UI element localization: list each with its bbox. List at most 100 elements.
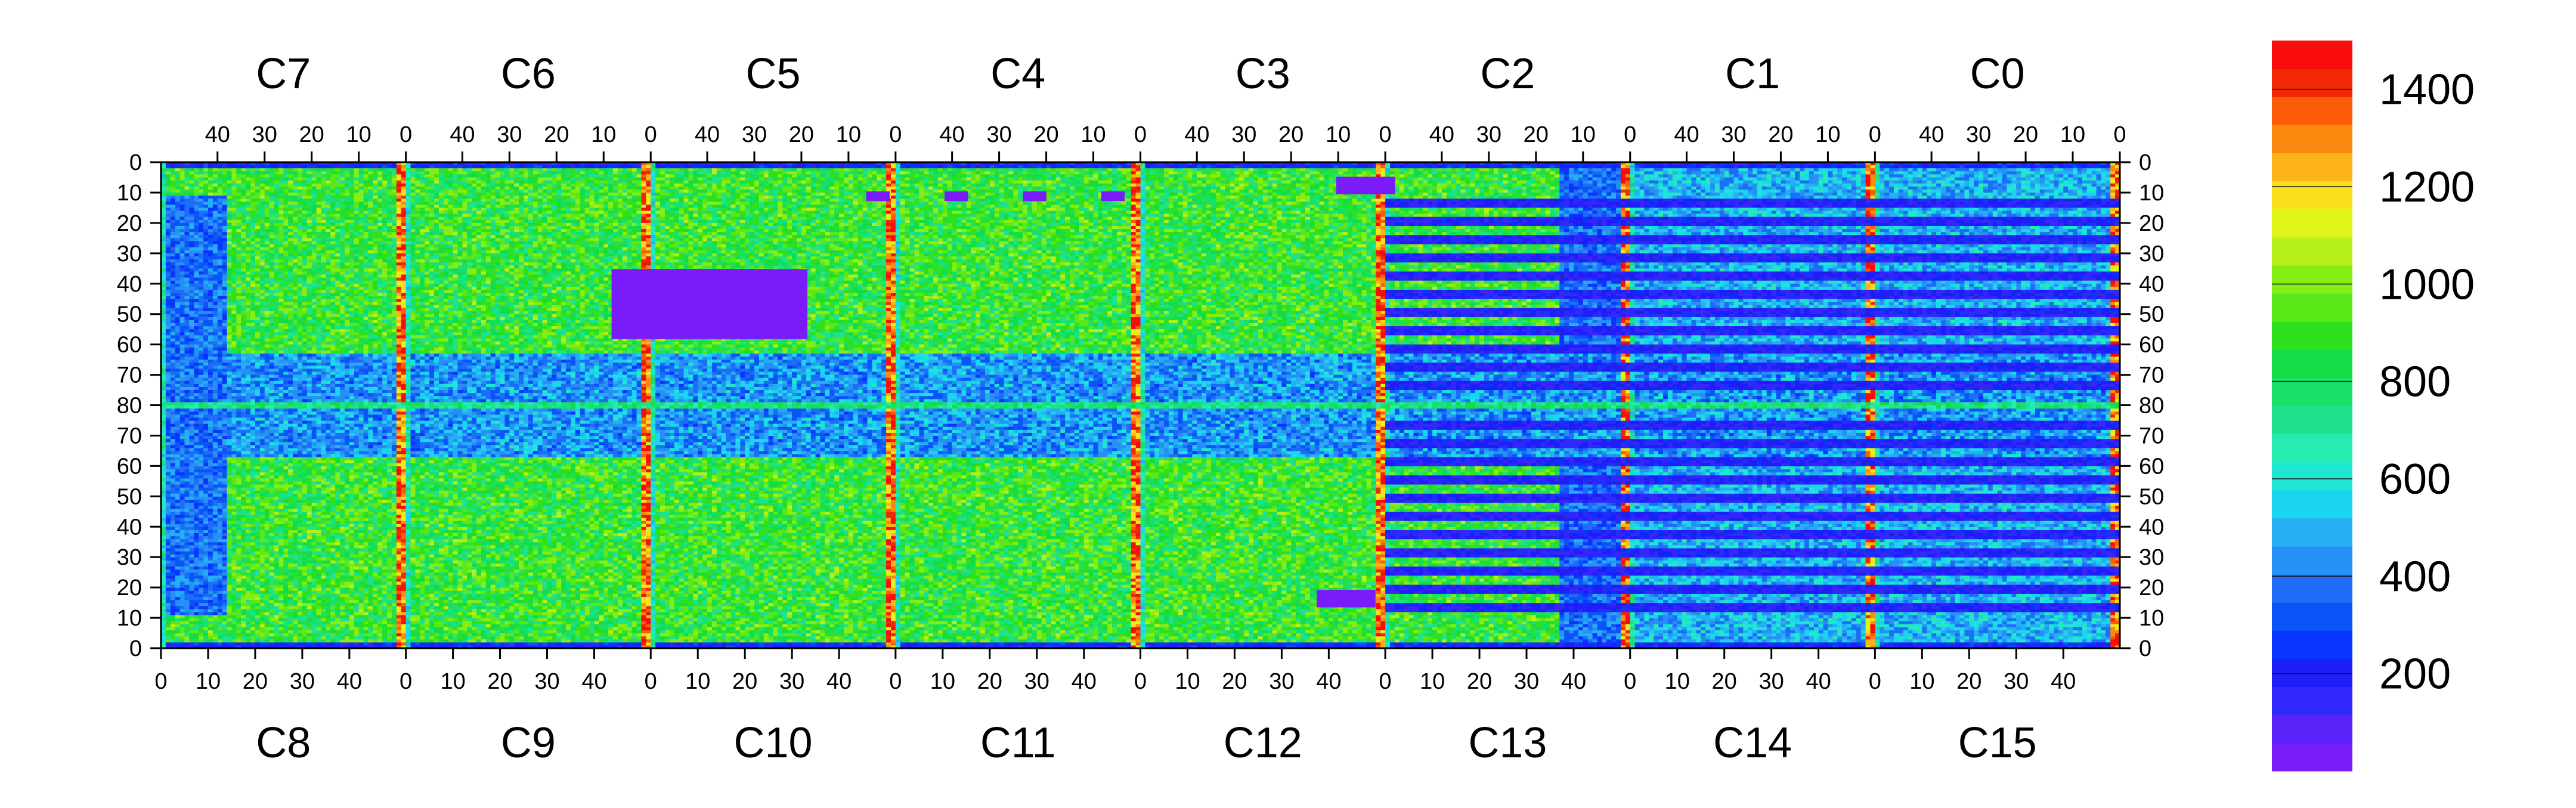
colorbar-segment (2272, 125, 2352, 153)
bottom-tick-label: 40 (1316, 669, 1341, 694)
bottom-tick-label: 10 (930, 669, 955, 694)
top-tick-label: 10 (836, 122, 861, 147)
top-tick-label: 0 (1379, 122, 1392, 147)
colorbar-segment (2272, 490, 2352, 519)
top-tick-label: 10 (1571, 122, 1596, 147)
colorbar-tick-label: 400 (2379, 553, 2451, 600)
colorbar-segment (2272, 546, 2352, 575)
top-tick-label: 0 (2113, 122, 2126, 147)
bottom-tick-label: 10 (1665, 669, 1690, 694)
top-chip-label: C0 (1970, 50, 2025, 98)
left-tick-label: 20 (117, 575, 142, 600)
bottom-tick-label: 10 (440, 669, 465, 694)
colorbar-segment (2272, 462, 2352, 491)
top-tick-label: 10 (1326, 122, 1351, 147)
left-tick-label: 70 (117, 363, 142, 388)
top-tick-label: 20 (1524, 122, 1549, 147)
left-tick-label: 60 (117, 454, 142, 479)
bottom-tick-label: 0 (154, 669, 167, 694)
right-tick-label: 0 (2139, 636, 2151, 661)
colorbar-segment (2272, 41, 2352, 69)
right-tick-label: 70 (2139, 363, 2164, 388)
bottom-chip-label: C12 (1224, 719, 1302, 767)
top-tick-label: 20 (2013, 122, 2038, 147)
colorbar-tick-label: 1400 (2379, 66, 2475, 114)
colorbar-segment (2272, 153, 2352, 181)
bottom-tick-label: 30 (1514, 669, 1539, 694)
top-tick-label: 20 (299, 122, 324, 147)
top-tick-label: 0 (1869, 122, 1881, 147)
bottom-tick-label: 30 (290, 669, 315, 694)
right-tick-label: 10 (2139, 181, 2164, 206)
top-tick-label: 0 (1624, 122, 1636, 147)
right-tick-label: 0 (2139, 150, 2151, 175)
bottom-chip-label: C8 (256, 719, 311, 767)
left-tick-label: 0 (129, 150, 142, 175)
top-tick-label: 20 (1278, 122, 1304, 147)
bottom-tick-label: 20 (977, 669, 1002, 694)
top-tick-label: 30 (1966, 122, 1991, 147)
bottom-chip-label: C11 (980, 719, 1056, 767)
colorbar-segment (2272, 574, 2352, 603)
top-tick-label: 10 (346, 122, 371, 147)
top-chip-label: C3 (1236, 50, 1290, 98)
bottom-tick-label: 10 (1909, 669, 1934, 694)
bottom-chip-label: C15 (1958, 719, 2037, 767)
top-chip-label: C4 (990, 50, 1045, 98)
top-tick-label: 30 (1231, 122, 1256, 147)
colorbar-segment (2272, 659, 2352, 688)
bottom-tick-label: 30 (1759, 669, 1784, 694)
pad-block (945, 191, 968, 201)
top-tick-label: 20 (1033, 122, 1058, 147)
left-tick-label: 40 (117, 272, 142, 297)
bottom-tick-label: 40 (1072, 669, 1097, 694)
left-tick-label: 10 (117, 181, 142, 206)
left-tick-label: 30 (117, 545, 142, 570)
left-tick-label: 20 (117, 211, 142, 236)
heatmap-cells (161, 162, 2120, 649)
top-chip-label: C5 (746, 50, 801, 98)
top-tick-label: 20 (789, 122, 814, 147)
left-tick-label: 70 (117, 423, 142, 448)
bottom-tick-label: 20 (1222, 669, 1247, 694)
right-tick-label: 20 (2139, 211, 2164, 236)
top-tick-label: 10 (1815, 122, 1840, 147)
colorbar-segment (2272, 237, 2352, 266)
bottom-tick-label: 40 (2051, 669, 2076, 694)
pad-block (866, 191, 890, 201)
bottom-tick-label: 30 (2004, 669, 2029, 694)
top-tick-label: 40 (939, 122, 964, 147)
bottom-tick-label: 20 (487, 669, 512, 694)
right-tick-label: 40 (2139, 272, 2164, 297)
bottom-tick-label: 20 (1956, 669, 1981, 694)
bottom-chip-label: C13 (1468, 719, 1547, 767)
bottom-tick-label: 10 (685, 669, 710, 694)
bottom-tick-label: 0 (400, 669, 412, 694)
colorbar-segment (2272, 434, 2352, 463)
colorbar-segment (2272, 377, 2352, 406)
left-tick-label: 40 (117, 515, 142, 540)
right-tick-label: 30 (2139, 545, 2164, 570)
bottom-tick-label: 0 (1869, 669, 1881, 694)
top-tick-label: 10 (591, 122, 616, 147)
top-tick-label: 0 (400, 122, 412, 147)
top-chip-label: C1 (1725, 50, 1780, 98)
colorbar-segment (2272, 715, 2352, 744)
colorbar-segment (2272, 349, 2352, 378)
pad-block (1023, 191, 1046, 201)
bottom-tick-label: 40 (581, 669, 606, 694)
top-tick-label: 20 (544, 122, 569, 147)
top-tick-label: 30 (1721, 122, 1746, 147)
bottom-tick-label: 20 (243, 669, 268, 694)
bottom-tick-label: 0 (645, 669, 657, 694)
top-tick-label: 0 (889, 122, 902, 147)
colorbar-segment (2272, 265, 2352, 294)
top-tick-label: 40 (1919, 122, 1944, 147)
top-tick-label: 40 (695, 122, 720, 147)
top-tick-label: 30 (252, 122, 277, 147)
bottom-chip-label: C9 (501, 719, 556, 767)
